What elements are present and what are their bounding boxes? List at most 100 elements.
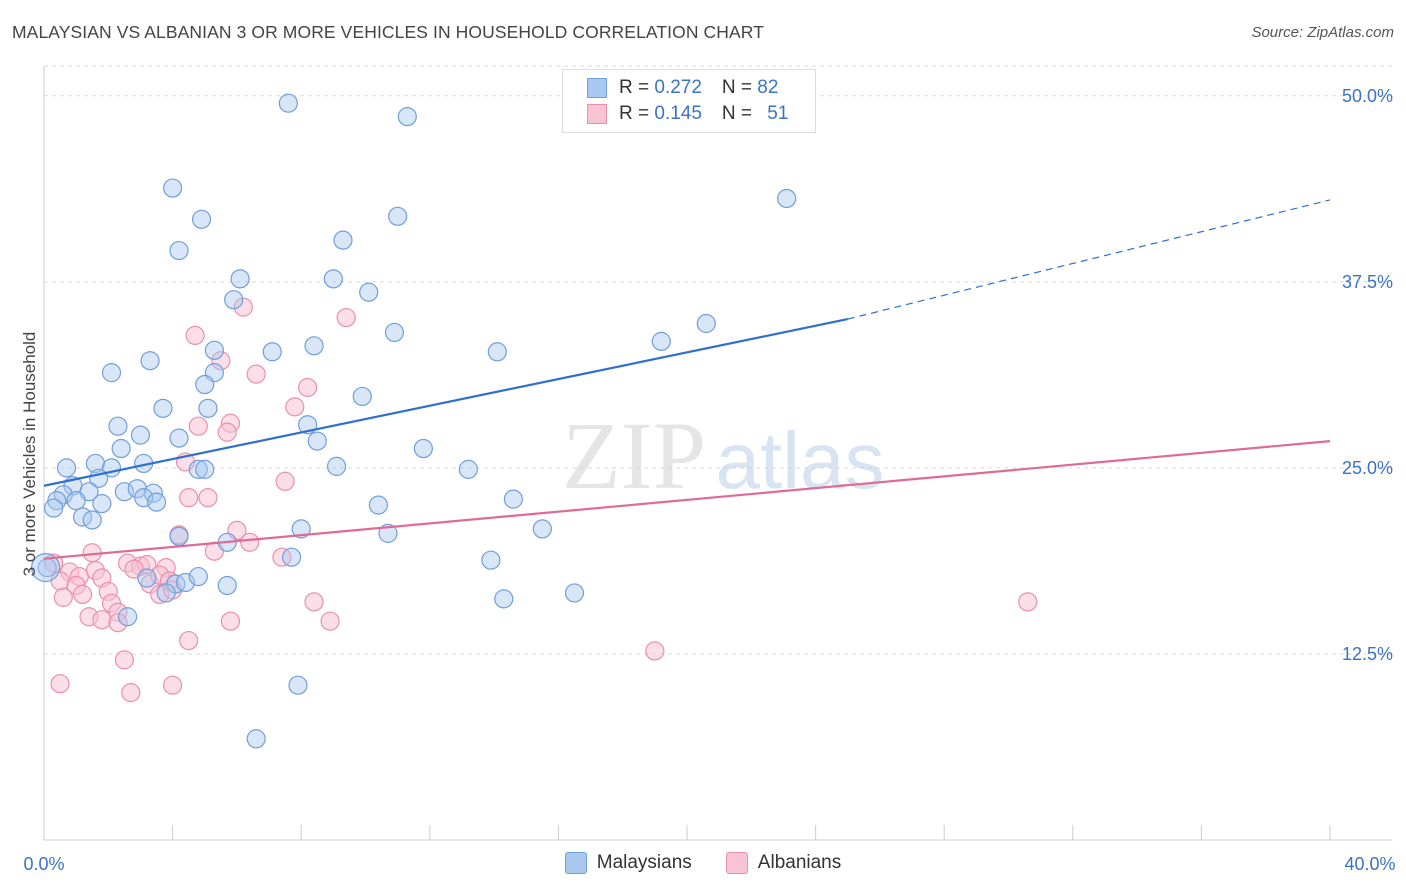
albanian-point	[53, 587, 73, 607]
legend-label: Malaysians	[596, 852, 692, 873]
albanian-point	[246, 364, 266, 384]
n-value: 82	[757, 77, 779, 98]
albanian-point	[163, 675, 183, 695]
malaysian-point	[188, 566, 208, 587]
malaysian-point	[85, 453, 106, 474]
albanian-point	[1018, 592, 1038, 612]
albanian-point	[50, 674, 70, 694]
albanian-point	[320, 611, 340, 631]
y-tick-label: 37.5%	[1342, 272, 1393, 292]
malaysian-point	[146, 492, 167, 512]
malaysian-point	[188, 459, 208, 479]
malaysian-point	[246, 729, 266, 749]
malaysian-point	[288, 675, 308, 695]
albanian-point	[211, 351, 231, 371]
malaysian-point	[368, 495, 388, 515]
albanian-point	[92, 610, 112, 630]
n-value: 51	[767, 103, 789, 124]
malaysian-point	[108, 416, 128, 436]
malaysian-point	[140, 351, 160, 371]
malaysian-point	[31, 553, 61, 583]
n-label: N =	[721, 77, 758, 98]
y-tick-label: 12.5%	[1342, 644, 1393, 664]
malaysian-point	[413, 438, 433, 459]
malaysians-trend-extension	[847, 199, 1331, 320]
gridlines	[44, 65, 1392, 655]
albanian-point	[72, 584, 93, 605]
malaysian-point	[487, 342, 507, 362]
malaysian-point	[777, 188, 797, 209]
blue-swatch	[587, 78, 607, 98]
legend-row-albanians: R = 0.145 N = 51	[587, 102, 788, 126]
malaysian-point	[101, 363, 122, 383]
albanian-point	[114, 650, 134, 670]
albanian-point	[304, 592, 324, 612]
malaysian-point	[82, 510, 102, 530]
malaysian-point	[224, 290, 244, 310]
y-tick-label: 25.0%	[1342, 458, 1393, 478]
blue-swatch	[564, 852, 587, 874]
malaysian-point	[169, 428, 189, 448]
albanians-trend-line	[43, 439, 1331, 560]
albanian-point	[220, 611, 241, 631]
albanian-point	[275, 471, 295, 491]
albanian-point	[108, 613, 128, 633]
axes	[43, 66, 1392, 841]
malaysian-point	[117, 607, 138, 627]
malaysian-point	[169, 240, 189, 261]
albanian-point	[233, 297, 253, 317]
r-label: R =	[619, 77, 655, 98]
source-label: Source: ZipAtlas.com	[1251, 24, 1394, 41]
malaysian-point	[230, 269, 250, 289]
trend-lines	[43, 199, 1331, 560]
r-value: 0.272	[654, 77, 702, 98]
malaysian-point	[333, 230, 353, 250]
malaysian-point	[191, 209, 212, 229]
malaysian-point	[564, 583, 585, 603]
albanian-point	[217, 422, 237, 442]
malaysian-point	[397, 107, 417, 127]
malaysian-point	[494, 589, 514, 609]
malaysian-point	[195, 374, 215, 395]
malaysian-point	[56, 458, 77, 478]
malaysian-point	[156, 583, 176, 603]
malaysian-point	[352, 386, 372, 407]
albanian-point	[298, 377, 318, 398]
malaysian-point	[481, 550, 501, 570]
malaysian-point	[153, 398, 173, 418]
malaysian-point	[137, 568, 157, 588]
n-label: N =	[721, 103, 758, 124]
malaysian-point	[378, 523, 398, 543]
albanians-points	[44, 297, 1038, 703]
r-label: R =	[619, 103, 655, 124]
malaysian-point	[291, 519, 311, 539]
malaysian-point	[195, 459, 215, 479]
albanian-point	[185, 325, 205, 346]
watermark-atlas: atlas	[716, 416, 885, 505]
malaysian-point	[326, 456, 347, 476]
series-legend: Malaysians Albanians	[0, 852, 1406, 874]
malaysian-point	[532, 519, 552, 539]
malaysian-point	[204, 340, 224, 360]
albanian-point	[240, 532, 260, 552]
legend-item-albanians[interactable]: Albanians	[725, 852, 841, 874]
malaysian-point	[262, 342, 282, 362]
watermark-zip: ZIP	[562, 402, 706, 509]
malaysian-point	[458, 459, 478, 479]
albanian-point	[645, 641, 665, 661]
malaysian-point	[651, 331, 671, 351]
y-axis-title: 3 or more Vehicles in Household	[20, 331, 39, 577]
albanian-point	[188, 416, 208, 436]
tick-labels: 12.5% 25.0% 37.5% 50.0% 0.0% 40.0%	[23, 86, 1395, 874]
malaysian-point	[169, 526, 189, 546]
malaysian-point	[163, 178, 183, 198]
malaysian-point	[92, 494, 112, 514]
malaysian-point	[217, 575, 237, 596]
albanian-point	[336, 307, 356, 328]
pink-swatch	[725, 852, 748, 874]
malaysian-point	[44, 498, 64, 518]
malaysian-point	[130, 425, 151, 445]
legend-row-malaysians: R = 0.272 N = 82	[587, 76, 778, 100]
legend-item-malaysians[interactable]: Malaysians	[564, 852, 692, 874]
